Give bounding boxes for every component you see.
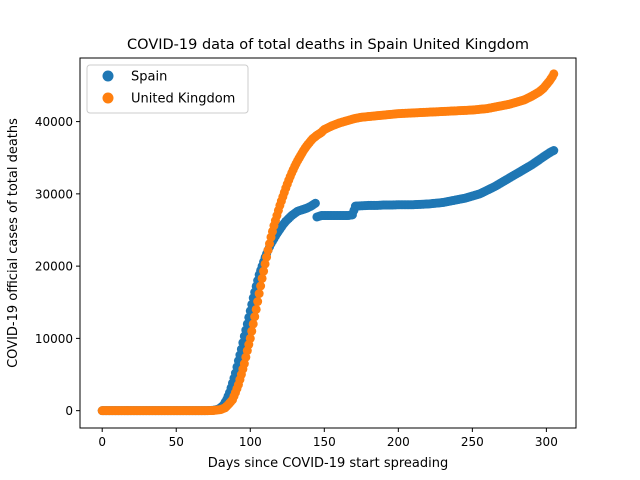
data-point-united-kingdom — [257, 273, 267, 283]
y-axis-label: COVID-19 official cases of total deaths — [6, 118, 21, 368]
legend: Spain United Kingdom — [86, 64, 249, 114]
y-tick-label: 20000 — [35, 260, 73, 274]
x-tick-label: 200 — [387, 435, 410, 449]
data-point-united-kingdom — [253, 297, 263, 307]
plot-area — [79, 57, 577, 429]
legend-label-united-kingdom: United Kingdom — [131, 92, 235, 107]
data-points-layer — [97, 69, 559, 416]
x-tick-label: 250 — [461, 435, 484, 449]
data-point-united-kingdom — [259, 266, 269, 276]
data-point-united-kingdom — [260, 259, 270, 269]
y-tick-label: 10000 — [35, 332, 73, 346]
y-tick-label: 30000 — [35, 187, 73, 201]
data-point-united-kingdom — [245, 333, 255, 343]
x-axis-label: Days since COVID-19 start spreading — [208, 456, 448, 471]
data-point-united-kingdom — [250, 312, 260, 322]
x-tick-label: 0 — [98, 435, 106, 449]
data-point-united-kingdom — [262, 252, 272, 262]
legend-label-spain: Spain — [131, 70, 167, 85]
data-point-united-kingdom — [247, 326, 257, 336]
plot-frame — [79, 57, 577, 429]
data-point-united-kingdom — [256, 281, 266, 291]
x-tick-label: 150 — [313, 435, 336, 449]
data-point-united-kingdom — [254, 289, 264, 299]
x-tick-label: 50 — [169, 435, 184, 449]
x-tick-label: 300 — [535, 435, 558, 449]
legend-marker-spain — [102, 70, 114, 82]
data-point-united-kingdom — [549, 69, 559, 79]
y-tick-label: 40000 — [35, 115, 73, 129]
legend-marker-united-kingdom — [102, 92, 114, 104]
y-axis: 0 10000 20000 30000 40000 — [35, 115, 80, 418]
data-point-spain — [310, 198, 320, 208]
legend-box — [86, 64, 249, 114]
x-tick-label: 100 — [239, 435, 262, 449]
data-point-spain — [549, 146, 559, 155]
data-point-united-kingdom — [251, 304, 261, 314]
y-tick-label: 0 — [65, 404, 73, 418]
x-axis: 0 50 100 150 200 250 300 — [98, 428, 558, 449]
data-point-united-kingdom — [248, 319, 258, 329]
chart-title: COVID-19 data of total deaths in Spain U… — [127, 37, 529, 53]
